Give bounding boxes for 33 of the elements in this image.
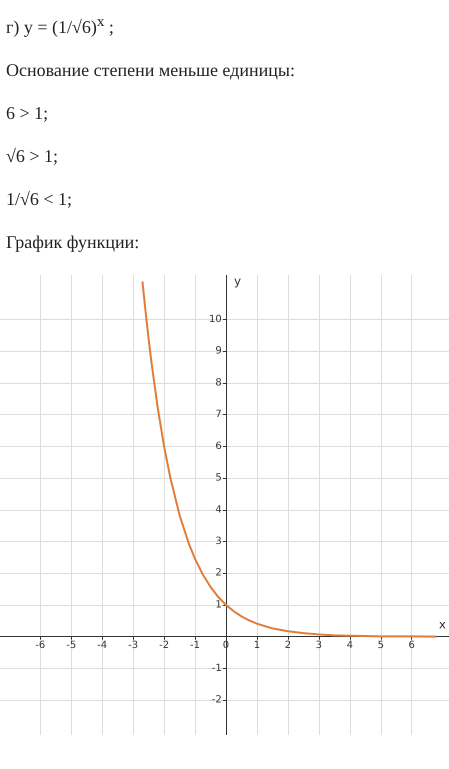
line-series (141, 280, 438, 638)
y-tick-label: 1 (215, 599, 222, 610)
text: 1/√6 < 1; (6, 189, 74, 210)
y-tick-label: 10 (209, 314, 222, 325)
y-tick-label: -2 (212, 694, 222, 706)
x-tick-label: 5 (378, 640, 384, 652)
text: 6 > 1; (6, 103, 50, 124)
y-tick-label: 6 (215, 440, 222, 452)
x-tick-label: 1 (254, 640, 260, 652)
text: г) y = (1/√6)$^{x}$ ; (6, 14, 115, 38)
x-tick-label: -2 (159, 640, 170, 652)
chart-title: График функции: (6, 232, 140, 253)
x-tick-label: -3 (128, 640, 138, 652)
y-tick-label: 9 (215, 346, 222, 357)
x-tick-label: -6 (35, 640, 46, 652)
x-tick-label: 3 (316, 640, 322, 652)
y-tick-label: 5 (215, 472, 222, 484)
text: √6 > 1; (6, 146, 60, 167)
y-tick-label: 2 (215, 568, 222, 579)
x-tick-label: 6 (408, 640, 415, 652)
x-tick-label: 4 (346, 640, 354, 652)
y-tick-label: 4 (215, 504, 222, 516)
y-tick-label: 3 (215, 536, 222, 547)
x-axis-title: x (438, 618, 446, 632)
y-axis-title: y (234, 274, 242, 288)
x-tick-label: -5 (66, 640, 76, 652)
x-tick-label: 2 (284, 640, 292, 652)
x-tick-label: -1 (190, 640, 200, 652)
y-tick-label: 7 (215, 409, 222, 420)
text: Основание степени меньше единицы: (6, 60, 296, 81)
x-tick-label: -4 (97, 640, 108, 652)
y-tick-label: -1 (212, 662, 222, 674)
y-tick-label: 8 (215, 377, 222, 388)
